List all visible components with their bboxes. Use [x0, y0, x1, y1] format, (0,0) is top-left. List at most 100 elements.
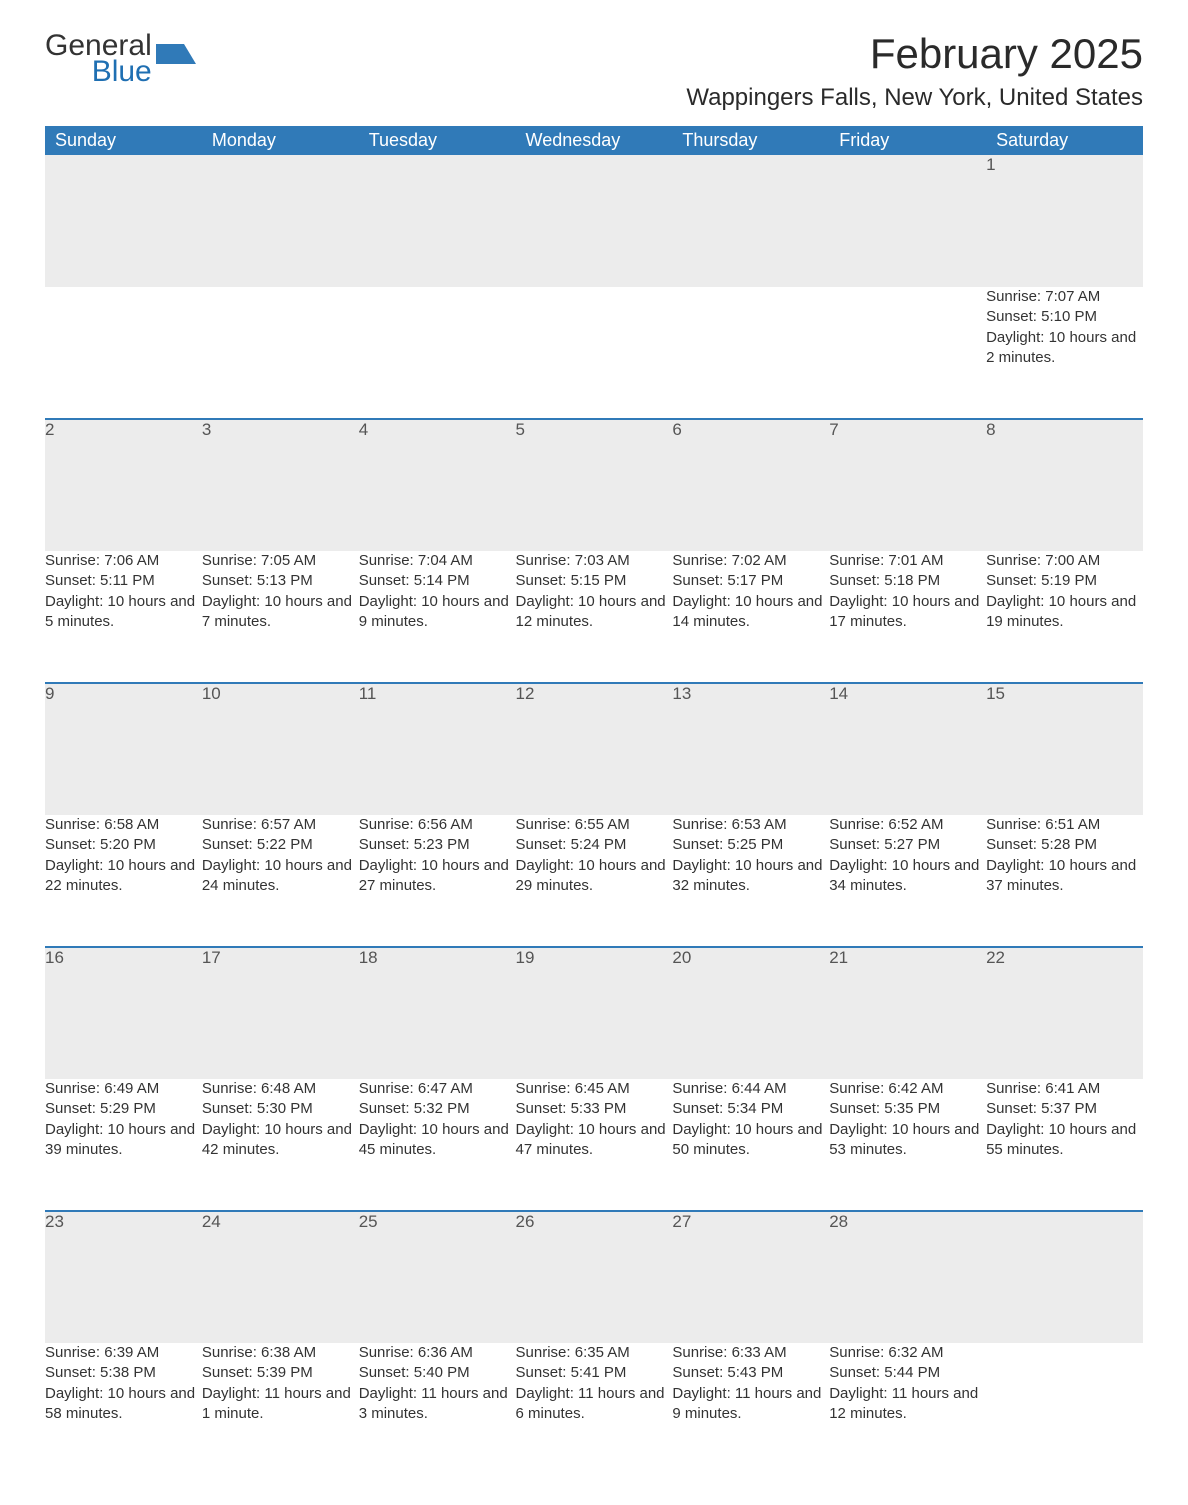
sunrise-text: Sunrise: 6:48 AM [202, 1079, 359, 1099]
sunrise-text: Sunrise: 6:51 AM [986, 815, 1143, 835]
day-cell: Sunrise: 7:07 AMSunset: 5:10 PMDaylight:… [986, 287, 1143, 419]
day-number [672, 155, 829, 287]
weekday-header: Thursday [672, 126, 829, 155]
daylight-text: Daylight: 10 hours and 29 minutes. [516, 856, 673, 897]
daylight-text: Daylight: 10 hours and 14 minutes. [672, 592, 829, 633]
day-cell: Sunrise: 7:06 AMSunset: 5:11 PMDaylight:… [45, 551, 202, 683]
day-cell: Sunrise: 7:05 AMSunset: 5:13 PMDaylight:… [202, 551, 359, 683]
day-number: 17 [202, 947, 359, 1079]
day-cell: Sunrise: 6:35 AMSunset: 5:41 PMDaylight:… [516, 1343, 673, 1475]
sunrise-text: Sunrise: 6:35 AM [516, 1343, 673, 1363]
day-cell: Sunrise: 6:56 AMSunset: 5:23 PMDaylight:… [359, 815, 516, 947]
daylight-text: Daylight: 10 hours and 34 minutes. [829, 856, 986, 897]
day-number: 10 [202, 683, 359, 815]
sunset-text: Sunset: 5:15 PM [516, 571, 673, 591]
daynum-row: 2345678 [45, 419, 1143, 551]
day-cell: Sunrise: 6:32 AMSunset: 5:44 PMDaylight:… [829, 1343, 986, 1475]
daynum-row: 9101112131415 [45, 683, 1143, 815]
day-cell: Sunrise: 7:01 AMSunset: 5:18 PMDaylight:… [829, 551, 986, 683]
day-number: 20 [672, 947, 829, 1079]
day-number: 14 [829, 683, 986, 815]
daylight-text: Daylight: 10 hours and 12 minutes. [516, 592, 673, 633]
day-cell [672, 287, 829, 419]
sunrise-text: Sunrise: 6:58 AM [45, 815, 202, 835]
daynum-row: 1 [45, 155, 1143, 287]
day-cell: Sunrise: 6:49 AMSunset: 5:29 PMDaylight:… [45, 1079, 202, 1211]
daylight-text: Daylight: 11 hours and 1 minute. [202, 1384, 359, 1425]
sunset-text: Sunset: 5:25 PM [672, 835, 829, 855]
sunrise-text: Sunrise: 6:53 AM [672, 815, 829, 835]
sunrise-text: Sunrise: 6:39 AM [45, 1343, 202, 1363]
sunrise-text: Sunrise: 6:42 AM [829, 1079, 986, 1099]
day-number: 26 [516, 1211, 673, 1343]
sunrise-text: Sunrise: 7:02 AM [672, 551, 829, 571]
daylight-text: Daylight: 11 hours and 3 minutes. [359, 1384, 516, 1425]
sunset-text: Sunset: 5:18 PM [829, 571, 986, 591]
day-number [516, 155, 673, 287]
day-number: 9 [45, 683, 202, 815]
day-number [829, 155, 986, 287]
sunset-text: Sunset: 5:13 PM [202, 571, 359, 591]
sunrise-text: Sunrise: 7:07 AM [986, 287, 1143, 307]
sunrise-text: Sunrise: 7:03 AM [516, 551, 673, 571]
sunset-text: Sunset: 5:19 PM [986, 571, 1143, 591]
location: Wappingers Falls, New York, United State… [686, 84, 1143, 112]
day-cell [202, 287, 359, 419]
day-cell [45, 287, 202, 419]
content-row: Sunrise: 7:07 AMSunset: 5:10 PMDaylight:… [45, 287, 1143, 419]
sunset-text: Sunset: 5:29 PM [45, 1099, 202, 1119]
sunrise-text: Sunrise: 7:01 AM [829, 551, 986, 571]
sunset-text: Sunset: 5:34 PM [672, 1099, 829, 1119]
day-number: 7 [829, 419, 986, 551]
day-cell: Sunrise: 7:00 AMSunset: 5:19 PMDaylight:… [986, 551, 1143, 683]
daylight-text: Daylight: 10 hours and 58 minutes. [45, 1384, 202, 1425]
day-cell: Sunrise: 6:36 AMSunset: 5:40 PMDaylight:… [359, 1343, 516, 1475]
sunrise-text: Sunrise: 7:06 AM [45, 551, 202, 571]
day-cell: Sunrise: 6:58 AMSunset: 5:20 PMDaylight:… [45, 815, 202, 947]
day-cell: Sunrise: 6:41 AMSunset: 5:37 PMDaylight:… [986, 1079, 1143, 1211]
sunset-text: Sunset: 5:28 PM [986, 835, 1143, 855]
weekday-header: Wednesday [516, 126, 673, 155]
day-number: 2 [45, 419, 202, 551]
daylight-text: Daylight: 10 hours and 27 minutes. [359, 856, 516, 897]
day-cell: Sunrise: 6:52 AMSunset: 5:27 PMDaylight:… [829, 815, 986, 947]
content-row: Sunrise: 7:06 AMSunset: 5:11 PMDaylight:… [45, 551, 1143, 683]
day-number: 23 [45, 1211, 202, 1343]
logo-text: General Blue [45, 30, 152, 87]
sunrise-text: Sunrise: 6:56 AM [359, 815, 516, 835]
daylight-text: Daylight: 10 hours and 5 minutes. [45, 592, 202, 633]
sunrise-text: Sunrise: 6:41 AM [986, 1079, 1143, 1099]
day-cell: Sunrise: 6:47 AMSunset: 5:32 PMDaylight:… [359, 1079, 516, 1211]
sunset-text: Sunset: 5:43 PM [672, 1363, 829, 1383]
daylight-text: Daylight: 10 hours and 22 minutes. [45, 856, 202, 897]
sunrise-text: Sunrise: 6:38 AM [202, 1343, 359, 1363]
content-row: Sunrise: 6:58 AMSunset: 5:20 PMDaylight:… [45, 815, 1143, 947]
month-title: February 2025 [686, 30, 1143, 78]
day-number: 21 [829, 947, 986, 1079]
daynum-row: 232425262728 [45, 1211, 1143, 1343]
daylight-text: Daylight: 10 hours and 19 minutes. [986, 592, 1143, 633]
sunset-text: Sunset: 5:38 PM [45, 1363, 202, 1383]
day-cell: Sunrise: 6:39 AMSunset: 5:38 PMDaylight:… [45, 1343, 202, 1475]
day-cell: Sunrise: 6:33 AMSunset: 5:43 PMDaylight:… [672, 1343, 829, 1475]
header: General Blue February 2025 Wappingers Fa… [45, 30, 1143, 126]
sunrise-text: Sunrise: 6:32 AM [829, 1343, 986, 1363]
daylight-text: Daylight: 10 hours and 45 minutes. [359, 1120, 516, 1161]
day-cell: Sunrise: 6:53 AMSunset: 5:25 PMDaylight:… [672, 815, 829, 947]
daylight-text: Daylight: 10 hours and 42 minutes. [202, 1120, 359, 1161]
content-row: Sunrise: 6:39 AMSunset: 5:38 PMDaylight:… [45, 1343, 1143, 1475]
sunrise-text: Sunrise: 6:36 AM [359, 1343, 516, 1363]
day-number [986, 1211, 1143, 1343]
daynum-row: 16171819202122 [45, 947, 1143, 1079]
sunset-text: Sunset: 5:44 PM [829, 1363, 986, 1383]
daylight-text: Daylight: 10 hours and 7 minutes. [202, 592, 359, 633]
sunrise-text: Sunrise: 6:44 AM [672, 1079, 829, 1099]
sunrise-text: Sunrise: 6:55 AM [516, 815, 673, 835]
daylight-text: Daylight: 10 hours and 2 minutes. [986, 328, 1143, 369]
daylight-text: Daylight: 10 hours and 47 minutes. [516, 1120, 673, 1161]
title-block: February 2025 Wappingers Falls, New York… [686, 30, 1143, 126]
sunset-text: Sunset: 5:22 PM [202, 835, 359, 855]
day-cell: Sunrise: 6:48 AMSunset: 5:30 PMDaylight:… [202, 1079, 359, 1211]
daylight-text: Daylight: 10 hours and 39 minutes. [45, 1120, 202, 1161]
sunrise-text: Sunrise: 6:52 AM [829, 815, 986, 835]
